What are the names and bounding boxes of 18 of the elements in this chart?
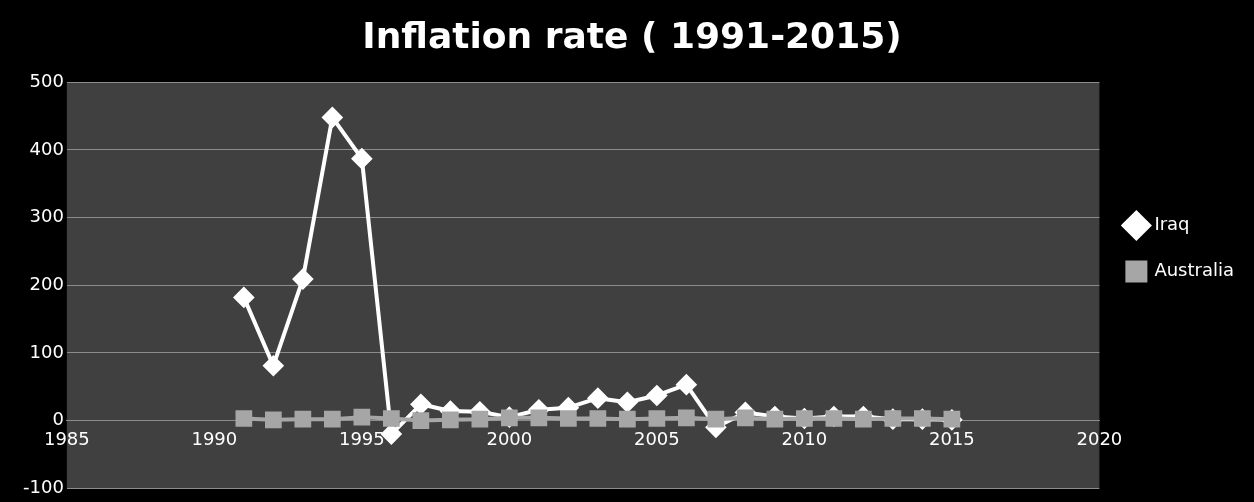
y-tick-label: 0 [52, 408, 64, 430]
x-tick-label: 1995 [338, 428, 385, 450]
legend-label: Iraq [1154, 213, 1190, 235]
chart-title: Inflation rate ( 1991-2015) [362, 14, 902, 56]
y-tick-label: 100 [29, 340, 64, 362]
legend-label: Australia [1154, 259, 1234, 281]
y-tick-label: 200 [29, 272, 64, 294]
y-tick-label: -100 [22, 475, 64, 497]
x-tick-label: 2020 [1076, 428, 1123, 450]
x-tick-label: 1985 [43, 428, 90, 450]
y-tick-label: 300 [29, 205, 64, 227]
x-tick-label: 2000 [486, 428, 533, 450]
y-tick-label: 500 [29, 69, 64, 91]
x-tick-label: 2010 [781, 428, 828, 450]
x-tick-label: 1990 [191, 428, 238, 450]
x-tick-label: 2015 [928, 428, 975, 450]
x-tick-label: 2005 [633, 428, 680, 450]
y-tick-label: 400 [29, 137, 64, 159]
